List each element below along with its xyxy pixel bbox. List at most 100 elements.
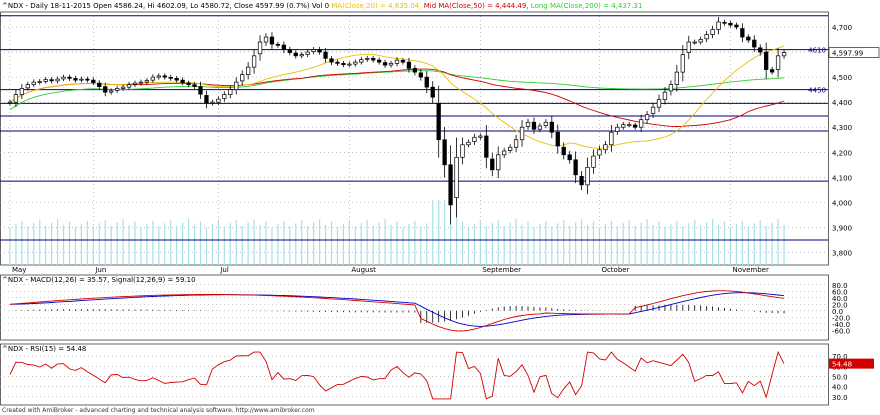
volume-bar <box>461 221 464 265</box>
candle-body <box>19 88 25 96</box>
volume-bar <box>616 226 618 265</box>
candle-body <box>698 39 703 43</box>
candle-body <box>627 124 632 127</box>
candle-body <box>388 63 394 66</box>
volume-bar <box>98 223 100 265</box>
volume-bar <box>193 224 196 265</box>
price-month-label: Jun <box>94 266 106 274</box>
candle-body <box>430 86 435 98</box>
volume-bar <box>408 224 410 265</box>
volume-bar <box>313 222 315 265</box>
candle-body <box>281 44 287 50</box>
candle-body <box>502 150 507 156</box>
macd-y-tick-label: 60.0 <box>832 288 848 296</box>
candle-body <box>162 75 167 78</box>
volume-bar <box>378 222 380 265</box>
volume-bar <box>694 219 696 265</box>
candle-body <box>781 52 787 57</box>
candle-body <box>376 59 382 63</box>
volume-bar <box>753 223 755 265</box>
volume-bar <box>45 225 47 265</box>
candle-body <box>769 69 775 73</box>
price-y-tick-label: 4,400 <box>832 99 852 107</box>
candle-body <box>103 86 108 93</box>
volume-bar <box>146 224 148 265</box>
candle-body <box>448 164 453 206</box>
volume-bar <box>170 219 172 265</box>
volume-bar <box>354 226 356 265</box>
volume-bar <box>634 225 636 265</box>
volume-bar <box>771 222 773 265</box>
volume-bar <box>706 222 708 265</box>
candle-body <box>591 155 596 168</box>
volume-bar <box>646 219 648 265</box>
candle-body <box>603 144 608 151</box>
volume-bar <box>700 225 702 265</box>
volume-bar <box>491 223 493 265</box>
price-y-tick-label: 4,300 <box>832 124 852 132</box>
rsi-line <box>9 350 785 400</box>
candle-body <box>222 94 227 99</box>
candle-body <box>454 156 459 198</box>
volume-bar <box>140 227 142 265</box>
volume-bar <box>342 224 345 265</box>
volume-bar <box>295 223 297 265</box>
candle-body <box>228 89 233 96</box>
rsi-last-box <box>829 358 874 369</box>
price-y-tick-label: 4,200 <box>832 149 852 157</box>
candle-body <box>168 77 173 79</box>
volume-bar <box>27 226 29 265</box>
rsi-last-label: 54.48 <box>832 361 852 369</box>
candle-body <box>525 121 531 127</box>
macd-y-tick-label: 40.0 <box>832 295 848 303</box>
volume-bar <box>348 220 350 265</box>
candle-body <box>371 57 376 61</box>
candle-body <box>13 94 19 103</box>
candle-body <box>174 78 179 81</box>
volume-bar <box>68 221 71 265</box>
candle-body <box>269 36 275 45</box>
volume-bar <box>563 219 565 265</box>
candle-body <box>311 49 316 52</box>
volume-bar <box>414 220 416 265</box>
macd-title: ^NDX - MACD(12,26) = 35.57, Signal(12,26… <box>2 276 196 284</box>
candle-body <box>775 55 781 70</box>
volume-bar <box>586 224 589 265</box>
volume-bar <box>372 225 374 265</box>
volume-bar <box>717 224 720 265</box>
candle-body <box>31 81 36 85</box>
candle-body <box>347 63 352 66</box>
candle-body <box>114 88 120 91</box>
volume-bar <box>467 227 470 265</box>
candle-body <box>519 126 525 141</box>
volume-bar <box>211 224 214 265</box>
rsi-y-tick-label: 50.0 <box>832 374 848 382</box>
candle-body <box>633 124 638 128</box>
volume-bar <box>247 222 249 265</box>
volume-bar <box>199 221 202 265</box>
macd-y-tick-label: -40.0 <box>832 321 850 329</box>
volume-bar <box>497 219 499 265</box>
candle-body <box>472 136 477 142</box>
volume-bar <box>33 223 35 265</box>
macd-y-tick-label: 0.0 <box>832 308 843 316</box>
price-y-tick-label: 4,000 <box>832 199 852 207</box>
volume-bar <box>74 227 77 265</box>
title-ohlc: Open 4586.24, Hi 4602.09, Lo 4580.72, Cl… <box>93 2 331 10</box>
volume-bar <box>128 224 130 265</box>
candle-body <box>555 131 560 147</box>
candle-body <box>329 58 334 63</box>
volume-bar <box>735 224 738 265</box>
candle-body <box>680 54 685 73</box>
volume-bar <box>283 220 285 265</box>
price-month-label: September <box>482 266 521 274</box>
volume-bar <box>235 219 237 265</box>
volume-bar <box>485 226 487 265</box>
candle-body <box>722 21 727 24</box>
candle-body <box>692 41 697 44</box>
volume-bar <box>575 222 577 265</box>
rsi-y-tick-label: 70.0 <box>832 353 848 361</box>
volume-bar <box>711 219 714 265</box>
candle-body <box>287 49 292 53</box>
candle-body <box>484 135 489 158</box>
